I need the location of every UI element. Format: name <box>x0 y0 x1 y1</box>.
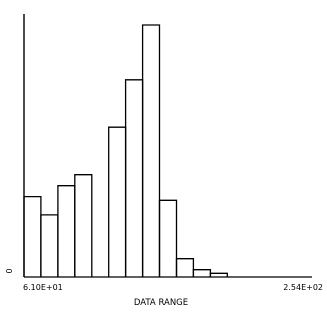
histogram-bar-10 <box>175 258 195 277</box>
histogram-bar-4 <box>74 174 93 277</box>
x-tick-label-min: 6.10E+01 <box>23 283 63 292</box>
x-axis-title: DATA RANGE <box>134 298 188 308</box>
histogram-bar-8 <box>141 24 161 277</box>
histogram-bar-9 <box>158 199 178 277</box>
histogram-bar-7 <box>124 79 144 277</box>
histogram-bar-1 <box>23 195 42 277</box>
histogram-bar-12 <box>209 272 228 277</box>
histogram-bars <box>23 24 228 277</box>
y-tick-label-zero: 0 <box>5 268 14 273</box>
histogram-bar-6 <box>108 126 127 277</box>
histogram-bar-11 <box>192 269 212 277</box>
x-tick-label-max: 2.54E+02 <box>283 283 323 292</box>
histogram-bar-2 <box>40 214 59 277</box>
histogram-bar-3 <box>57 185 76 277</box>
